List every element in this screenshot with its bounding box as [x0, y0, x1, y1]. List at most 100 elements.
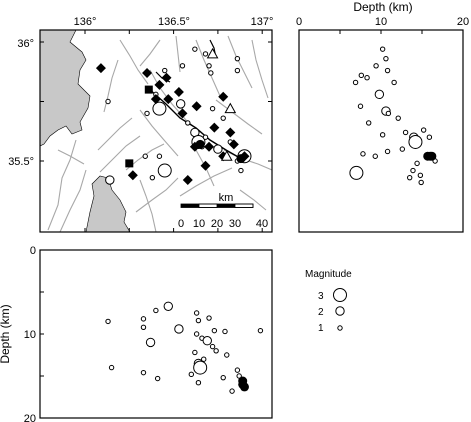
depth-event-circle	[145, 337, 156, 348]
event-circle	[234, 55, 241, 62]
legend-symbols	[333, 288, 347, 331]
right-depth-tick-20: 20	[457, 16, 469, 28]
event-circle	[202, 51, 209, 57]
depth-event-circle	[236, 373, 242, 379]
event-diamond	[200, 160, 211, 171]
depth-event-circle	[209, 343, 216, 350]
event-circle	[185, 120, 191, 126]
right-depth-frame	[298, 29, 464, 233]
bottom-depth-axis-title: Depth (km)	[0, 304, 12, 363]
scale-tick-30: 30	[229, 218, 241, 230]
depth-event-filled	[239, 382, 249, 392]
depth-event-circle	[174, 324, 184, 334]
event-circle	[238, 167, 244, 174]
depth-event-circle	[154, 375, 161, 382]
depth-section-latitude: Depth (km) 0 10 20	[296, 0, 469, 233]
scale-tick-10: 10	[193, 218, 205, 230]
event-filled-circle	[195, 139, 205, 149]
event-circle	[144, 110, 150, 117]
right-depth-tick-10: 10	[375, 16, 387, 28]
depth-event-circle	[213, 348, 219, 354]
right-depth-tick-0: 0	[296, 16, 302, 28]
depth-event-circle	[222, 328, 228, 335]
depth-event-circle	[379, 46, 386, 52]
depth-event-circle	[224, 352, 230, 358]
event-triangle	[206, 47, 219, 59]
depth-event-circle	[358, 72, 365, 79]
lon-tick-137: 137°	[251, 16, 274, 28]
depth-event-circle	[420, 127, 427, 133]
event-triangle	[220, 150, 233, 161]
event-circle	[105, 98, 111, 105]
depth-event-circle	[108, 364, 115, 371]
event-triangle	[224, 102, 237, 114]
depth-event-circle	[379, 132, 386, 138]
depth-event-circle	[220, 374, 226, 381]
depth-event-circle	[202, 336, 212, 346]
depth-event-circle	[360, 151, 366, 157]
depth-event-circle	[195, 317, 202, 324]
scale-label: km	[219, 192, 234, 204]
event-diamond	[173, 86, 184, 97]
depth-event-circle	[372, 153, 378, 159]
depth-event-circle	[410, 167, 416, 174]
scale-tick-20: 20	[211, 218, 223, 230]
bottom-depth-tick-0: 0	[30, 245, 36, 257]
legend-circle-2	[335, 306, 345, 316]
depth-event-circle	[229, 388, 235, 394]
depth-event-circle	[385, 110, 392, 117]
depth-event-circle	[140, 324, 147, 330]
depth-event-circle	[418, 179, 424, 186]
depth-event-circle	[193, 360, 208, 375]
event-diamond	[154, 79, 165, 90]
event-square	[144, 85, 153, 94]
depth-section-longitude: Depth (km) 0 10 20	[0, 245, 273, 422]
bottom-depth-ticks	[40, 249, 44, 419]
depth-event-circle	[257, 327, 264, 334]
legend-label-2: 2	[318, 307, 324, 318]
event-circle	[179, 63, 186, 69]
legend-title: Magnitude	[305, 269, 352, 280]
scale-segment-4	[234, 203, 254, 208]
depth-event-circle	[399, 146, 406, 152]
event-circle	[206, 63, 212, 69]
depth-event-circle	[234, 367, 241, 373]
map-panel: km 0 10 20 30 40 136° 136.5° 137° 36° 35…	[8, 16, 274, 233]
depth-event-filled	[427, 151, 437, 161]
depth-event-circle	[426, 134, 433, 140]
event-diamond	[163, 94, 174, 105]
scale-tick-40: 40	[256, 218, 268, 230]
right-depth-marks	[349, 46, 438, 186]
event-circle	[105, 175, 115, 185]
scale-tick-0: 0	[178, 218, 184, 230]
depth-event-circle	[408, 134, 423, 149]
depth-event-circle	[414, 160, 420, 167]
depth-event-circle	[384, 148, 391, 155]
depth-event-circle	[195, 380, 202, 386]
depth-event-circle	[417, 172, 424, 178]
depth-event-circle	[364, 75, 370, 81]
depth-event-circle	[201, 356, 207, 362]
event-diamond	[150, 94, 161, 105]
event-diamond	[142, 67, 153, 78]
event-circle	[162, 67, 168, 74]
event-circle	[192, 46, 198, 52]
event-diamond	[161, 72, 172, 83]
depth-event-circle	[211, 327, 218, 334]
event-circle	[208, 70, 214, 76]
scale-bar: km 0 10 20 30 40	[178, 192, 268, 230]
depth-event-circle	[140, 369, 147, 376]
event-diamond	[127, 170, 138, 181]
depth-event-circle	[188, 371, 195, 378]
scale-segment-2	[198, 203, 218, 208]
depth-event-circle	[349, 165, 364, 180]
event-diamond	[218, 91, 229, 102]
depth-event-circle	[206, 315, 212, 321]
bottom-depth-tick-10: 10	[24, 329, 36, 341]
scale-outline	[180, 203, 254, 208]
event-circle	[142, 153, 148, 159]
legend-label-3: 3	[318, 291, 324, 302]
depth-event-circle	[192, 349, 198, 356]
legend-circle-1	[337, 325, 343, 331]
